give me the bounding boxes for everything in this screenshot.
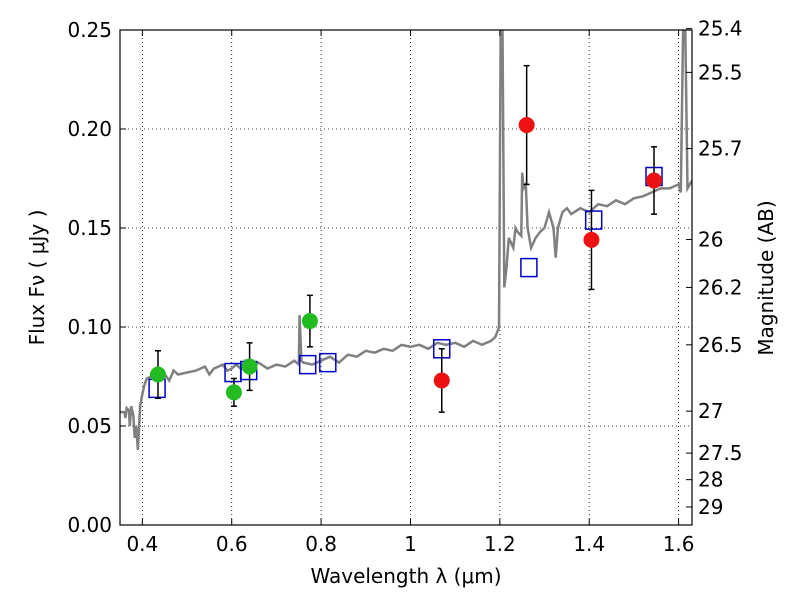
data-point	[583, 231, 600, 248]
x-axis-label: Wavelength λ (μm)	[310, 564, 501, 588]
right-axis-label: Magnitude (AB)	[754, 200, 778, 355]
data-point	[301, 313, 318, 330]
y-tick-label: 0.10	[67, 315, 112, 339]
data-point	[646, 172, 663, 189]
data-point	[149, 366, 166, 383]
plot-area	[120, 30, 692, 450]
right-tick-label: 25.7	[698, 137, 743, 161]
x-tick-label: 0.6	[216, 532, 248, 556]
x-tick-label: 1.4	[573, 532, 605, 556]
data-point	[241, 358, 258, 375]
spectrum-line	[120, 30, 692, 450]
model-square-marker	[584, 210, 603, 230]
model-square-marker	[319, 352, 337, 373]
x-tick-label: 0.4	[126, 532, 158, 556]
x-tick-label: 1.2	[484, 532, 516, 556]
right-tick-label: 27	[698, 399, 723, 423]
right-tick-label: 26.2	[698, 275, 743, 299]
y-axis-label: Flux Fν ( μJy )	[25, 210, 49, 346]
data-point	[518, 117, 535, 134]
data-point	[433, 372, 450, 389]
x-tick-label: 1	[404, 532, 417, 556]
right-tick-label: 25.5	[698, 60, 743, 84]
model-square-marker	[298, 354, 317, 375]
model-square-marker	[520, 257, 538, 278]
y-tick-label: 0.15	[67, 216, 112, 240]
data-point	[225, 384, 242, 401]
y-tick-label: 0.05	[67, 414, 112, 438]
right-tick-label: 29	[698, 495, 723, 519]
right-tick-label: 26.5	[698, 333, 743, 357]
right-tick-label: 26	[698, 227, 723, 251]
x-tick-label: 1.6	[663, 532, 695, 556]
right-tick-label: 28	[698, 468, 723, 492]
y-tick-label: 0.00	[67, 513, 112, 537]
grid	[120, 29, 692, 526]
right-tick-label: 27.5	[698, 441, 743, 465]
right-tick-label: 25.4	[698, 17, 743, 41]
plot-frame	[119, 29, 693, 526]
y-tick-label: 0.20	[67, 117, 112, 141]
axis-ticks: 0.4 0.6 0.8 1 1.2 1.4 1.6 0.00 0.05 0.10 0.15 0.20 0…	[67, 17, 742, 556]
x-tick-label: 0.8	[305, 532, 337, 556]
y-tick-label: 0.25	[67, 18, 112, 42]
